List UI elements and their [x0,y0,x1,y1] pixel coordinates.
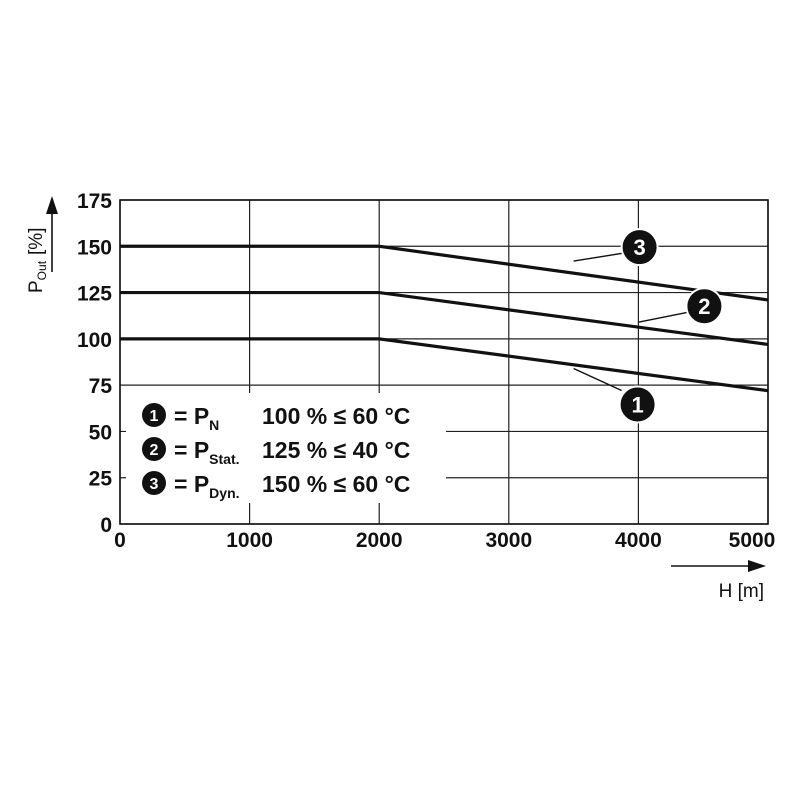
y-tick-label: 25 [89,468,113,491]
legend-box [126,393,446,503]
annotation-badge-label: 2 [698,294,710,319]
x-tick-label: 1000 [226,529,273,552]
y-tick-label: 50 [89,421,112,444]
legend-badge [142,471,166,495]
y-tick-label: 75 [89,375,113,398]
legend-badge-label: 1 [150,408,159,425]
annotation-leader [638,311,689,323]
legend-formula: = PStat. [174,437,240,467]
y-tick-label: 175 [77,190,112,213]
x-tick-label: 3000 [485,529,532,552]
annotation-badge-label: 3 [633,235,645,260]
annotation-leader [573,252,624,262]
legend-entry-1: 1 = PN 100 % ≤ 60 °C [142,403,410,433]
legend-rating: 125 % ≤ 40 °C [262,437,410,463]
legend-rating: 150 % ≤ 60 °C [262,471,410,497]
legend-badge [142,403,166,427]
y-tick-label: 150 [77,236,112,259]
y-axis-label: POut [%] [26,228,49,293]
x-axis-arrow [671,560,766,572]
series-line-3 [120,244,769,302]
x-tick-label: 5000 [729,529,776,552]
legend-entry-2: 2 = PStat. 125 % ≤ 40 °C [142,437,410,467]
series-line-1 [120,337,769,393]
curve-annotations: 1 2 3 [573,228,724,424]
annotation-1: 1 [573,367,657,424]
y-axis-label-sub: Out [35,260,49,280]
x-tick-label: 2000 [356,529,403,552]
annotation-badge [685,287,724,326]
plot-frame [119,199,769,525]
annotation-badge-label: 1 [631,392,643,417]
legend-entry-3: 3 = PDyn. 150 % ≤ 60 °C [142,471,410,501]
legend-badge [142,437,166,461]
series-lines [120,244,769,393]
legend-formula: = PDyn. [174,471,240,501]
legend: 1 = PN 100 % ≤ 60 °C 2 = PStat. 125 % ≤ 40 °C… [126,393,446,503]
annotation-leader [573,367,622,392]
x-tick-label: 0 [114,529,126,552]
svg-text:POut[%]: POut [%] [26,228,49,293]
y-axis-arrow [46,196,58,272]
legend-badge-label: 2 [150,442,159,459]
y-tick-label: 100 [77,329,112,352]
y-tick-label: 125 [77,283,112,306]
annotation-badge [618,385,657,424]
annotation-badge [620,228,659,267]
legend-badge-label: 3 [150,476,159,493]
y-axis-label-main: P [26,280,47,293]
tick-labels: 0 1000 2000 3000 4000 5000 0 25 50 75 100 125 150 175 [77,190,775,552]
annotation-3: 3 [573,228,659,267]
series-line-2 [120,290,769,346]
legend-rating: 100 % ≤ 60 °C [262,403,410,429]
x-tick-label: 4000 [615,529,662,552]
x-axis-label: H [m] [719,581,764,602]
legend-formula: = PN [174,403,219,433]
y-axis-label-unit: [%] [26,228,47,255]
y-tick-label: 0 [100,514,112,537]
annotation-2: 2 [638,287,724,326]
